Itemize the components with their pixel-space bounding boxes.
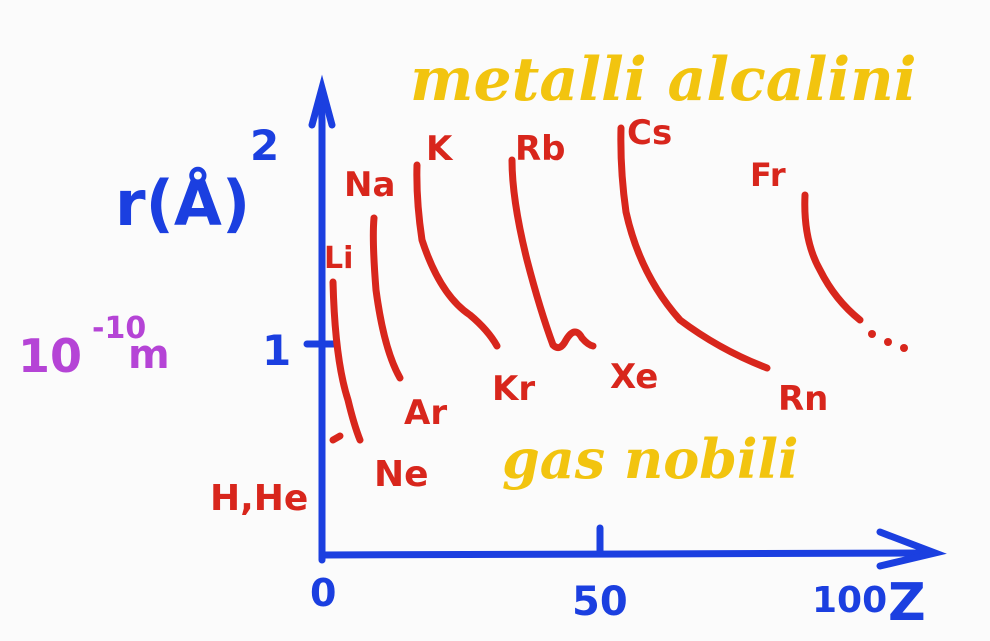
unit-base: 10: [18, 329, 82, 383]
y-axis-label: r(Å): [115, 167, 250, 240]
y-axis-line: [318, 86, 326, 564]
x-tick-label-100: 100: [812, 580, 887, 621]
label-fr: Fr: [750, 156, 786, 194]
curve-fr: [801, 191, 864, 324]
label-na: Na: [344, 165, 395, 205]
label-rn: Rn: [778, 379, 828, 419]
label-xe: Xe: [610, 357, 658, 397]
x-axis-arrow: [876, 528, 947, 570]
y-tick-label-1: 1: [262, 326, 291, 375]
noble-gases-title: gas nobili: [502, 427, 799, 491]
curve-na-ar: [369, 214, 404, 382]
label-cs: Cs: [627, 113, 672, 153]
x-axis-line: [318, 549, 924, 559]
label-rb: Rb: [515, 129, 566, 169]
x-tick-label-0: 0: [310, 571, 336, 615]
curve-cs-rn: [617, 124, 771, 372]
axes: [303, 74, 947, 570]
unit-exponent: -10: [92, 311, 146, 346]
label-ne: Ne: [374, 454, 429, 495]
period-curves: [329, 124, 864, 444]
x-tick-label-50: 50: [572, 579, 628, 625]
curve-li-ne: [329, 278, 364, 444]
label-kr: Kr: [492, 369, 535, 409]
alkali-metals-title: metalli alcalini: [410, 45, 917, 115]
label-li: Li: [324, 241, 353, 276]
x-axis-label: Z: [888, 573, 926, 633]
label-ar: Ar: [404, 393, 447, 433]
label-k: K: [426, 129, 454, 169]
ellipsis-dots: [868, 330, 908, 352]
unit-meter: m: [128, 332, 170, 378]
y-axis-exponent: 2: [250, 121, 279, 170]
curve-rb-xe: [508, 156, 597, 352]
h-he-mark: [329, 432, 344, 444]
curve-k-kr: [413, 161, 501, 350]
label-h-he: H,He: [210, 478, 308, 519]
y-axis-arrow: [308, 74, 336, 129]
